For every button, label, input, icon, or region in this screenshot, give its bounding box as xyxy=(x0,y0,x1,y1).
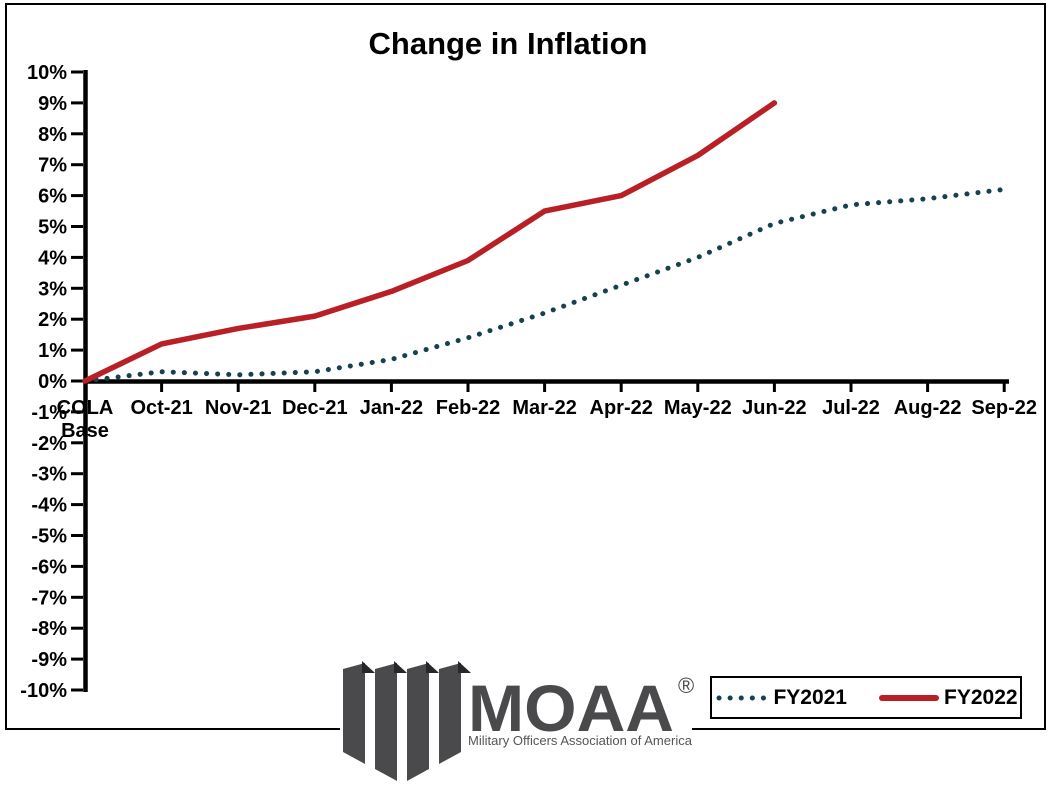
y-tick-label: -4% xyxy=(31,495,67,517)
legend-label-fy2022: FY2022 xyxy=(944,685,1018,709)
chart-border xyxy=(5,3,1046,730)
y-tick-label: 0% xyxy=(38,371,67,393)
logo-wordmark: MOAA xyxy=(468,671,674,745)
logo-ribbons xyxy=(343,663,461,781)
y-tick-label: -1% xyxy=(31,402,67,424)
x-tick-label: Nov-21 xyxy=(205,397,272,419)
series-fy2021-line xyxy=(82,186,1007,384)
y-tick-label: -3% xyxy=(31,464,67,486)
x-tick-label: Jun-22 xyxy=(742,397,806,419)
x-tick-label: May-22 xyxy=(664,397,732,419)
moaa-logo: MOAA ® Military Officers Association of … xyxy=(338,656,708,783)
y-tick-label: 9% xyxy=(38,93,67,115)
x-tick-label: Apr-22 xyxy=(590,397,653,419)
y-tick-label: -7% xyxy=(31,587,67,609)
y-tick-label: 1% xyxy=(38,340,67,362)
y-tick-label: 4% xyxy=(38,247,67,269)
y-tick-label: 3% xyxy=(38,278,67,300)
y-tick-label: -5% xyxy=(31,526,67,548)
x-tick-label: Feb-22 xyxy=(436,397,500,419)
y-tick-label: -10% xyxy=(20,680,67,702)
x-tick-label: COLA Base xyxy=(57,397,114,442)
y-tick-label: 10% xyxy=(27,62,67,84)
moaa-logo-graphic: MOAA ® Military Officers Association of … xyxy=(340,656,694,783)
legend: FY2021 FY2022 xyxy=(710,676,1022,719)
logo-background xyxy=(340,656,692,783)
x-tick-label: Oct-21 xyxy=(130,397,192,419)
legend-marker-fy2022-solid-line xyxy=(879,694,939,701)
series-fy2022-line xyxy=(82,100,778,384)
x-tick-label: Sep-22 xyxy=(971,397,1037,419)
x-tick-label: Mar-22 xyxy=(512,397,576,419)
y-tick-label: 2% xyxy=(38,309,67,331)
x-tick-label: Dec-21 xyxy=(282,397,348,419)
y-tick-label: -2% xyxy=(31,433,67,455)
legend-label-fy2021: FY2021 xyxy=(773,685,847,709)
y-tick-label: 6% xyxy=(38,186,67,208)
chart-title: Change in Inflation xyxy=(368,26,648,61)
y-tick-label: 5% xyxy=(38,217,67,239)
y-tick-label: 7% xyxy=(38,155,67,177)
x-tick-label: Aug-22 xyxy=(894,397,962,419)
x-tick-label: Jan-22 xyxy=(360,397,423,419)
legend-marker-fy2021-dotted-line xyxy=(716,695,767,700)
x-tick-label: Jul-22 xyxy=(822,397,880,419)
y-tick-label: 8% xyxy=(38,124,67,146)
logo-ribbon-folds xyxy=(362,661,471,673)
y-tick-label: -9% xyxy=(31,649,67,671)
y-tick-label: -8% xyxy=(31,618,67,640)
logo-tagline: Military Officers Association of America xyxy=(468,733,693,748)
y-tick-label: -6% xyxy=(31,556,67,578)
logo-registered-mark: ® xyxy=(678,673,694,698)
